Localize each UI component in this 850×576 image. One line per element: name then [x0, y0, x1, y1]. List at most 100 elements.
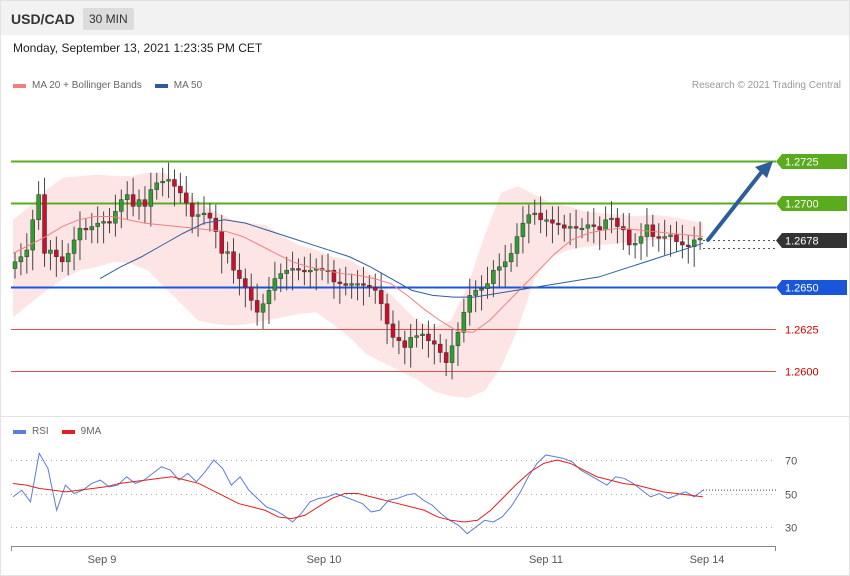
ma20-line	[12, 215, 704, 333]
candle-body	[42, 194, 47, 254]
candle-body	[54, 249, 59, 258]
x-tick-label: Sep 14	[690, 554, 725, 566]
candle-body	[18, 256, 24, 263]
candle-body	[95, 222, 100, 227]
chart-header: USD/CAD 30 MIN	[1, 1, 849, 35]
candle-body	[402, 340, 408, 348]
candle-body	[101, 221, 106, 224]
legend-swatch-rsi	[13, 429, 26, 434]
candle-body	[36, 194, 41, 221]
projection-arrow	[706, 167, 766, 242]
level-label: 1.2600	[785, 367, 819, 379]
candle-body	[591, 224, 597, 227]
candle-body	[225, 251, 230, 254]
candle-body	[142, 199, 148, 207]
candle-body	[30, 219, 35, 251]
candle-body	[373, 286, 378, 291]
legend-swatch-ma50	[154, 83, 168, 88]
candle-body	[278, 273, 284, 279]
candle-body	[437, 343, 443, 353]
candle-body	[686, 244, 691, 247]
candle-body	[237, 269, 242, 279]
candle-body	[367, 285, 372, 288]
candle-body	[414, 335, 419, 338]
candle-body	[538, 212, 543, 221]
candle-body	[243, 278, 248, 288]
candle-body	[337, 281, 343, 284]
candle-body	[497, 266, 502, 271]
candle-body	[615, 217, 620, 227]
candle-body	[603, 219, 608, 231]
candle-body	[166, 179, 171, 182]
candle-body	[508, 253, 514, 263]
candle-body	[77, 227, 83, 241]
legend-swatch-ma20	[13, 83, 26, 88]
candle-body	[201, 212, 207, 216]
candle-body	[130, 194, 136, 207]
candle-body	[260, 303, 266, 313]
candle-body	[520, 222, 526, 237]
level-tag-label: 1.2650	[785, 283, 819, 295]
level-tag	[776, 233, 847, 248]
candle-body	[189, 202, 195, 217]
candle-body	[626, 229, 632, 246]
candle-body	[349, 283, 354, 286]
candle-body	[254, 300, 260, 313]
candle-body	[148, 189, 154, 207]
candle-body	[662, 236, 667, 239]
level-tag	[776, 196, 847, 211]
candle-body	[544, 219, 549, 222]
candle-body	[680, 241, 685, 246]
rsi-tick-label: 50	[785, 490, 797, 502]
candle-body	[12, 261, 18, 269]
candle-body	[443, 352, 449, 363]
credit-text: Research © 2021 Trading Central	[691, 80, 841, 91]
candle-body	[213, 217, 219, 232]
rsi-ma-line	[12, 459, 704, 523]
rsi-legend: RSI 9MA	[13, 426, 114, 437]
candle-body	[514, 236, 520, 254]
candle-body	[638, 236, 644, 244]
candle-body	[89, 226, 95, 231]
candle-body	[154, 182, 159, 190]
candle-body	[461, 311, 467, 333]
candle-body	[532, 212, 537, 216]
candle-body	[432, 340, 437, 345]
candle-body	[467, 295, 473, 313]
candle-body	[195, 214, 201, 217]
candle-body	[231, 251, 236, 271]
candle-body	[579, 227, 585, 230]
candle-body	[609, 217, 614, 221]
candle-body	[302, 269, 307, 273]
ma50-line	[99, 219, 704, 298]
legend-label-rsi-ma: 9MA	[80, 426, 102, 437]
candle-body	[656, 236, 662, 239]
candle-body	[390, 323, 396, 338]
candle-body	[361, 283, 366, 286]
candle-body	[272, 278, 278, 291]
candle-body	[48, 249, 53, 254]
candle-body	[266, 290, 272, 305]
candle-body	[697, 238, 703, 241]
candle-body	[396, 337, 402, 342]
chart-datetime: Monday, September 13, 2021 1:23:35 PM CE…	[13, 41, 263, 55]
rsi-tick-label: 30	[785, 523, 797, 535]
candle-body	[597, 226, 602, 231]
main-legend: MA 20 + Bollinger Bands MA 50	[13, 80, 215, 91]
candle-body	[308, 269, 313, 273]
candle-body	[124, 194, 130, 200]
candle-body	[585, 224, 591, 229]
candle-body	[136, 199, 142, 207]
x-tick-label: Sep 9	[88, 554, 117, 566]
legend-label-rsi: RSI	[32, 426, 49, 437]
candle-body	[172, 179, 177, 187]
candle-body	[632, 243, 638, 246]
candle-body	[426, 333, 431, 342]
x-tick-label: Sep 10	[307, 554, 342, 566]
candle-body	[556, 222, 561, 226]
level-tag-label: 1.2678	[785, 236, 819, 248]
timeframe-badge[interactable]: 30 MIN	[83, 8, 134, 30]
candle-body	[526, 214, 532, 224]
candle-body	[290, 268, 295, 271]
